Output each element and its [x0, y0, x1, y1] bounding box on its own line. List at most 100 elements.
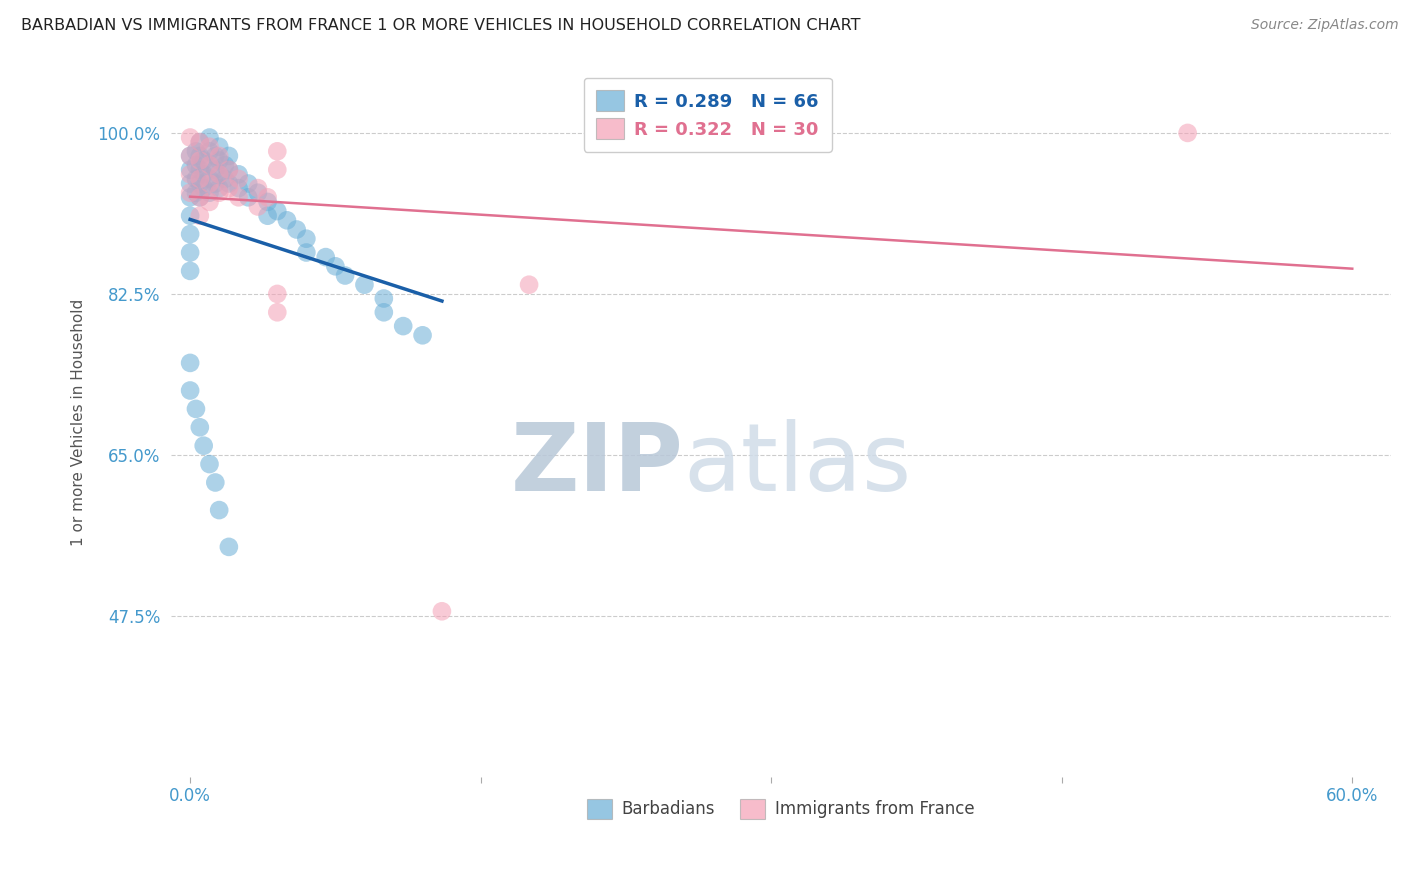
Point	[198, 130, 221, 145]
Point	[179, 190, 201, 204]
Point	[188, 172, 211, 186]
Point	[198, 158, 221, 172]
Point	[188, 153, 211, 168]
Point	[179, 264, 201, 278]
Point	[256, 194, 278, 209]
Point	[208, 181, 231, 195]
Point	[256, 209, 278, 223]
Point	[315, 250, 337, 264]
Point	[214, 158, 236, 172]
Point	[204, 475, 226, 490]
Point	[184, 401, 207, 416]
Point	[266, 204, 288, 219]
Point	[208, 167, 231, 181]
Point	[179, 149, 201, 163]
Point	[214, 172, 236, 186]
Point	[218, 177, 240, 191]
Point	[179, 245, 201, 260]
Point	[198, 139, 221, 153]
Point	[188, 135, 211, 149]
Point	[218, 149, 240, 163]
Point	[266, 305, 288, 319]
Point	[228, 181, 250, 195]
Point	[430, 604, 453, 618]
Point	[333, 268, 356, 283]
Point	[188, 177, 211, 191]
Point	[188, 420, 211, 434]
Point	[246, 186, 269, 200]
Point	[188, 135, 211, 149]
Point	[373, 305, 395, 319]
Point	[198, 457, 221, 471]
Point	[204, 149, 226, 163]
Point	[188, 209, 211, 223]
Point	[218, 540, 240, 554]
Legend: Barbadians, Immigrants from France: Barbadians, Immigrants from France	[581, 793, 981, 825]
Point	[179, 149, 201, 163]
Point	[295, 232, 318, 246]
Point	[179, 186, 201, 200]
Point	[198, 177, 221, 191]
Point	[517, 277, 540, 292]
Point	[218, 162, 240, 177]
Point	[184, 186, 207, 200]
Point	[208, 149, 231, 163]
Point	[188, 149, 211, 163]
Point	[193, 153, 215, 168]
Point	[218, 181, 240, 195]
Point	[218, 162, 240, 177]
Point	[325, 260, 347, 274]
Point	[193, 439, 215, 453]
Y-axis label: 1 or more Vehicles in Household: 1 or more Vehicles in Household	[72, 299, 86, 546]
Text: BARBADIAN VS IMMIGRANTS FROM FRANCE 1 OR MORE VEHICLES IN HOUSEHOLD CORRELATION : BARBADIAN VS IMMIGRANTS FROM FRANCE 1 OR…	[21, 18, 860, 33]
Point	[238, 177, 260, 191]
Point	[198, 194, 221, 209]
Point	[179, 209, 201, 223]
Point	[179, 167, 201, 181]
Point	[295, 245, 318, 260]
Point	[238, 190, 260, 204]
Point	[373, 292, 395, 306]
Point	[276, 213, 298, 227]
Point	[179, 356, 201, 370]
Point	[198, 172, 221, 186]
Point	[179, 384, 201, 398]
Point	[208, 503, 231, 517]
Point	[266, 286, 288, 301]
Point	[208, 153, 231, 168]
Text: atlas: atlas	[683, 419, 911, 511]
Point	[266, 162, 288, 177]
Point	[266, 145, 288, 159]
Point	[179, 177, 201, 191]
Point	[412, 328, 434, 343]
Point	[353, 277, 375, 292]
Point	[208, 139, 231, 153]
Point	[204, 177, 226, 191]
Point	[193, 167, 215, 181]
Point	[228, 190, 250, 204]
Point	[184, 145, 207, 159]
Point	[246, 200, 269, 214]
Point	[204, 162, 226, 177]
Point	[198, 145, 221, 159]
Point	[208, 167, 231, 181]
Point	[184, 172, 207, 186]
Point	[1177, 126, 1199, 140]
Point	[285, 222, 308, 236]
Point	[184, 158, 207, 172]
Point	[188, 162, 211, 177]
Point	[179, 227, 201, 241]
Point	[228, 167, 250, 181]
Text: Source: ZipAtlas.com: Source: ZipAtlas.com	[1251, 18, 1399, 32]
Point	[198, 186, 221, 200]
Point	[193, 181, 215, 195]
Point	[179, 162, 201, 177]
Point	[256, 190, 278, 204]
Point	[392, 319, 415, 334]
Text: ZIP: ZIP	[510, 419, 683, 511]
Point	[246, 181, 269, 195]
Point	[228, 172, 250, 186]
Point	[179, 130, 201, 145]
Point	[188, 190, 211, 204]
Point	[188, 190, 211, 204]
